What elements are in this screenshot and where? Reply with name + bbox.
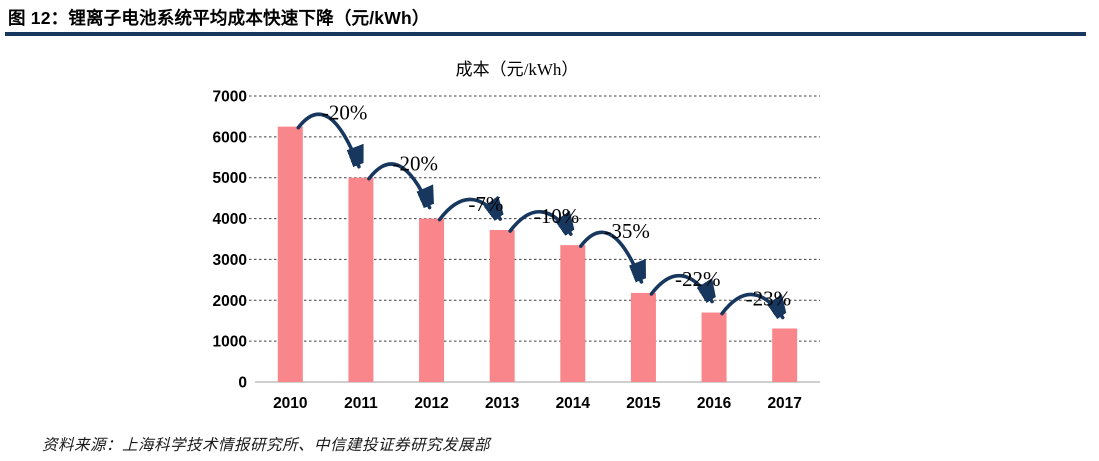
x-tick-label-2012: 2012 (414, 395, 448, 412)
x-tick-label-2016: 2016 (697, 395, 732, 412)
decline-arrow-4 (579, 230, 642, 284)
decline-arrow-5 (649, 274, 712, 304)
y-tick-label-2000: 2000 (213, 293, 247, 310)
y-tick-label-4000: 4000 (213, 211, 247, 228)
pct-change-label-5: -22% (675, 267, 721, 291)
y-tick-label-3000: 3000 (213, 252, 247, 269)
source-note: 资料来源：上海科学技术情报研究所、中信建投证券研究发展部 (42, 437, 491, 454)
y-tick-label-6000: 6000 (213, 129, 247, 146)
title-underline-rule (5, 32, 1086, 36)
x-tick-label-2013: 2013 (485, 395, 520, 412)
figure-title: 图 12：锂离子电池系统平均成本快速下降（元/kWh） (8, 8, 430, 28)
bar-2014 (560, 245, 586, 382)
decline-arrow-2 (437, 199, 501, 222)
chart-title: 成本（元/kWh） (456, 60, 579, 79)
bar-2016 (701, 312, 727, 382)
pct-change-label-4: -35% (604, 219, 650, 243)
bar-2013 (489, 230, 515, 382)
bar-2010 (277, 126, 303, 383)
x-tick-label-2017: 2017 (767, 395, 801, 412)
y-tick-label-5000: 5000 (213, 170, 247, 187)
decline-arrow-1 (367, 162, 430, 210)
x-tick-label-2014: 2014 (556, 395, 591, 412)
bar-2017 (772, 328, 798, 382)
bar-2015 (630, 292, 656, 382)
bar-2012 (419, 218, 445, 382)
y-tick-label-1000: 1000 (213, 334, 247, 351)
y-tick-label-7000: 7000 (213, 89, 247, 106)
pct-change-label-6: -23% (746, 287, 792, 311)
pct-change-label-1: -20% (393, 152, 439, 176)
pct-change-label-0: -20% (322, 101, 368, 125)
x-tick-label-2015: 2015 (626, 395, 661, 412)
pct-change-label-3: -10% (534, 204, 580, 228)
decline-arrow-3 (508, 209, 571, 236)
bar-2011 (348, 177, 374, 382)
y-tick-label-0: 0 (238, 375, 247, 392)
x-tick-label-2011: 2011 (344, 395, 378, 412)
decline-arrow-0 (296, 112, 359, 169)
pct-change-label-2: -7% (468, 192, 503, 216)
decline-arrow-6 (720, 292, 783, 320)
x-tick-label-2010: 2010 (273, 395, 307, 412)
